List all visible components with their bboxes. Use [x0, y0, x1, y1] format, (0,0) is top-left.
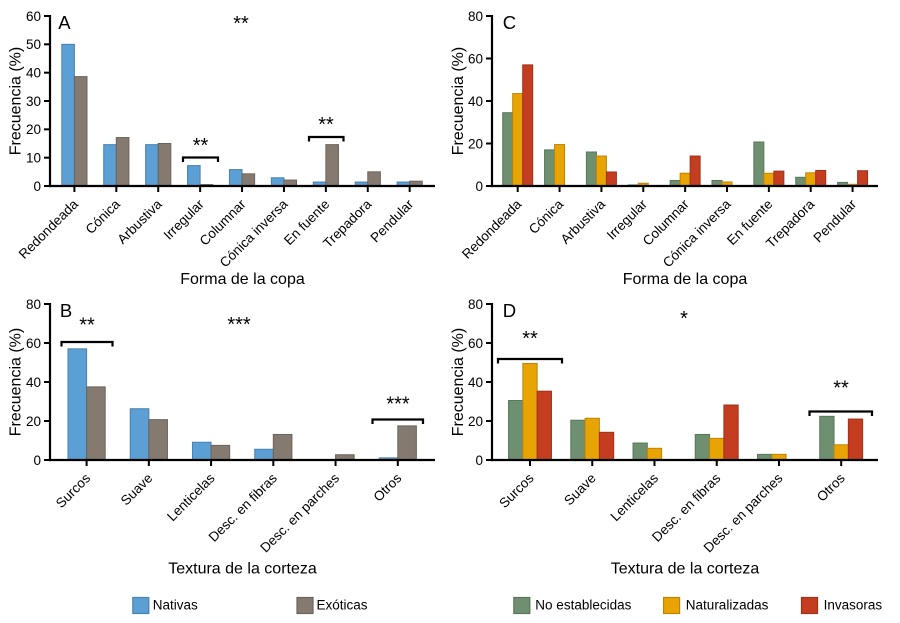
- svg-text:20: 20: [26, 414, 41, 429]
- svg-text:60: 60: [468, 51, 483, 66]
- svg-text:***: ***: [386, 394, 410, 416]
- svg-text:D: D: [503, 300, 516, 321]
- svg-text:A: A: [58, 12, 71, 33]
- svg-text:20: 20: [468, 414, 483, 429]
- svg-text:10: 10: [26, 150, 41, 165]
- svg-text:60: 60: [26, 9, 41, 24]
- svg-text:60: 60: [26, 336, 41, 351]
- svg-text:Textura de la corteza: Textura de la corteza: [168, 561, 317, 578]
- svg-text:**: **: [193, 135, 209, 157]
- svg-text:*: *: [680, 308, 688, 330]
- svg-text:Forma de la copa: Forma de la copa: [623, 271, 748, 288]
- svg-text:80: 80: [468, 9, 483, 24]
- svg-text:0: 0: [33, 179, 41, 194]
- svg-text:Nativas: Nativas: [153, 598, 198, 613]
- svg-text:60: 60: [468, 336, 483, 351]
- svg-text:40: 40: [26, 375, 41, 390]
- svg-text:Exóticas: Exóticas: [317, 598, 368, 613]
- svg-text:**: **: [79, 315, 95, 337]
- svg-text:80: 80: [468, 297, 483, 312]
- svg-text:0: 0: [475, 453, 483, 468]
- svg-text:40: 40: [26, 65, 41, 80]
- svg-text:0: 0: [475, 179, 483, 194]
- svg-text:***: ***: [227, 314, 251, 336]
- svg-text:**: **: [833, 378, 849, 400]
- svg-text:0: 0: [33, 453, 41, 468]
- svg-text:40: 40: [468, 375, 483, 390]
- svg-text:40: 40: [468, 94, 483, 109]
- svg-text:Frecuencia (%): Frecuencia (%): [450, 328, 467, 436]
- svg-text:**: **: [318, 114, 334, 136]
- svg-text:Invasoras: Invasoras: [824, 598, 883, 613]
- svg-text:B: B: [60, 300, 72, 321]
- svg-text:C: C: [503, 12, 516, 33]
- svg-text:Naturalizadas: Naturalizadas: [686, 598, 769, 613]
- svg-text:Frecuencia (%): Frecuencia (%): [7, 47, 24, 155]
- svg-text:20: 20: [26, 122, 41, 137]
- svg-text:No establecidas: No establecidas: [535, 598, 631, 613]
- svg-text:**: **: [522, 328, 538, 350]
- svg-text:80: 80: [26, 297, 41, 312]
- svg-text:**: **: [233, 13, 249, 35]
- svg-text:Frecuencia (%): Frecuencia (%): [450, 47, 467, 155]
- svg-text:30: 30: [26, 94, 41, 109]
- svg-text:Frecuencia (%): Frecuencia (%): [7, 328, 24, 436]
- svg-text:20: 20: [468, 136, 483, 151]
- svg-text:50: 50: [26, 37, 41, 52]
- svg-text:Forma de la copa: Forma de la copa: [180, 271, 305, 288]
- svg-text:Textura de la corteza: Textura de la corteza: [611, 561, 760, 578]
